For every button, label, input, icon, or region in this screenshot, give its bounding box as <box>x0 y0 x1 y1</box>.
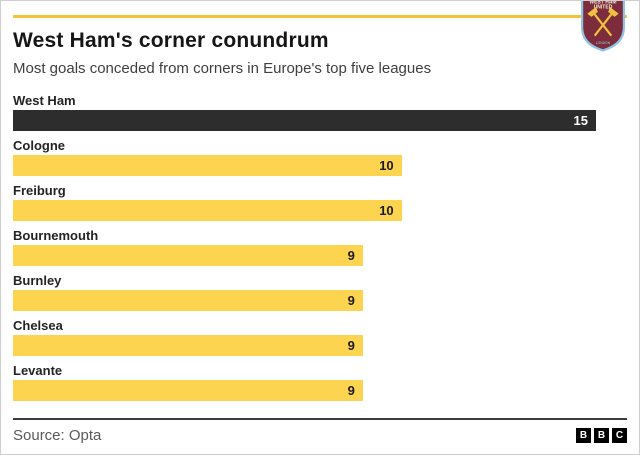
bar: 9 <box>13 335 363 356</box>
bar-value-label: 15 <box>573 113 588 128</box>
page-title: West Ham's corner conundrum <box>13 29 329 52</box>
bar-category-label: Bournemouth <box>13 228 99 243</box>
crest-text-line2: UNITED <box>594 5 613 11</box>
crest-text-city: LONDON <box>596 41 611 45</box>
bar: 9 <box>13 380 363 401</box>
chart-row: Levante 9 <box>13 363 596 401</box>
page-subtitle: Most goals conceded from corners in Euro… <box>13 60 432 77</box>
bar-category-label: Chelsea <box>13 318 63 333</box>
chart-row: Chelsea 9 <box>13 318 596 356</box>
chart-row: Burnley 9 <box>13 273 596 311</box>
bar-value-label: 10 <box>379 158 394 173</box>
bar-value-label: 9 <box>347 338 355 353</box>
source-label: Source: Opta <box>13 427 102 444</box>
bbc-logo-block: C <box>612 428 627 443</box>
header: West Ham's corner conundrum Most goals c… <box>1 1 639 78</box>
bar-value-label: 10 <box>379 203 394 218</box>
chart-row: West Ham 15 <box>13 93 596 131</box>
crest-text-line1: WEST HAM <box>589 0 616 6</box>
bar: 9 <box>13 245 363 266</box>
bar: 10 <box>13 200 402 221</box>
bar-value-label: 9 <box>347 248 355 263</box>
bar-category-label: Burnley <box>13 273 62 288</box>
bar: 9 <box>13 290 363 311</box>
bar: 10 <box>13 155 402 176</box>
bbc-logo-block: B <box>576 428 591 443</box>
chart-row: Cologne 10 <box>13 138 596 176</box>
bar-category-label: Freiburg <box>13 183 66 198</box>
west-ham-crest-icon: WEST HAM UNITED LONDON <box>580 0 626 52</box>
footer-divider <box>13 418 627 420</box>
chart-row: Freiburg 10 <box>13 183 596 221</box>
bar-highlight: 15 <box>13 110 596 131</box>
accent-rule <box>13 15 627 18</box>
bar-category-label: Levante <box>13 363 63 378</box>
bar-value-label: 9 <box>347 383 355 398</box>
bar-category-label: Cologne <box>13 138 65 153</box>
bbc-logo-block: B <box>594 428 609 443</box>
bar-chart: West Ham 15 Cologne 10 Freiburg 10 Bournemouth… <box>13 93 596 408</box>
bar-category-label: West Ham <box>13 93 76 108</box>
bar-value-label: 9 <box>347 293 355 308</box>
chart-row: Bournemouth 9 <box>13 228 596 266</box>
